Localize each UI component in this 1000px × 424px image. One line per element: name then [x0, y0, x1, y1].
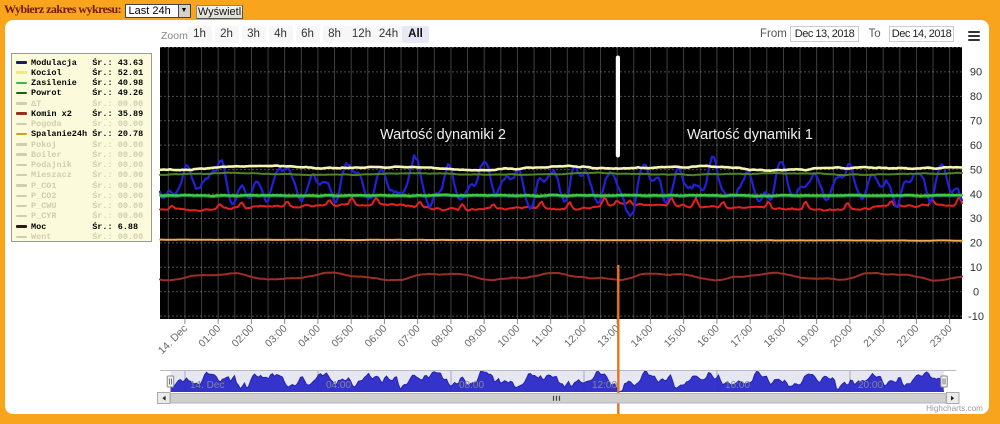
- svg-text:02:00: 02:00: [229, 323, 256, 350]
- svg-text:23:00: 23:00: [928, 323, 955, 350]
- svg-text:04:00: 04:00: [326, 380, 351, 391]
- svg-text:12:00: 12:00: [592, 380, 617, 391]
- svg-text:10:00: 10:00: [495, 323, 522, 350]
- svg-text:90: 90: [970, 67, 982, 79]
- svg-text:30: 30: [970, 213, 982, 225]
- svg-text:60: 60: [970, 140, 982, 152]
- svg-text:08:00: 08:00: [459, 380, 484, 391]
- svg-text:-10: -10: [968, 311, 984, 323]
- svg-text:03:00: 03:00: [263, 323, 290, 350]
- svg-text:50: 50: [970, 164, 982, 176]
- svg-text:40: 40: [970, 189, 982, 201]
- svg-text:04:00: 04:00: [296, 323, 323, 350]
- svg-text:18:00: 18:00: [761, 323, 788, 350]
- svg-text:06:00: 06:00: [362, 323, 389, 350]
- svg-text:0: 0: [973, 287, 979, 299]
- svg-text:Highcharts.com: Highcharts.com: [926, 404, 983, 413]
- svg-text:14:00: 14:00: [628, 323, 655, 350]
- svg-text:17:00: 17:00: [728, 323, 755, 350]
- svg-text:11:00: 11:00: [529, 323, 556, 350]
- svg-text:14. Dec: 14. Dec: [156, 323, 190, 357]
- svg-text:15:00: 15:00: [662, 323, 689, 350]
- svg-text:19:00: 19:00: [795, 323, 822, 350]
- svg-text:80: 80: [970, 91, 982, 103]
- svg-text:10: 10: [970, 262, 982, 274]
- svg-text:09:00: 09:00: [462, 323, 489, 350]
- svg-text:70: 70: [970, 116, 982, 128]
- svg-text:14. Dec: 14. Dec: [190, 380, 224, 391]
- svg-text:Wartość dynamiki 1: Wartość dynamiki 1: [687, 127, 813, 143]
- svg-text:16:00: 16:00: [695, 323, 722, 350]
- svg-text:08:00: 08:00: [429, 323, 456, 350]
- svg-text:Wartość dynamiki 2: Wartość dynamiki 2: [380, 127, 506, 143]
- svg-text:05:00: 05:00: [329, 323, 356, 350]
- svg-text:16:00: 16:00: [725, 380, 750, 391]
- svg-text:07:00: 07:00: [396, 323, 423, 350]
- svg-text:20:00: 20:00: [828, 323, 855, 350]
- svg-text:21:00: 21:00: [861, 323, 888, 350]
- svg-text:20: 20: [970, 238, 982, 250]
- svg-text:22:00: 22:00: [894, 323, 921, 350]
- svg-text:01:00: 01:00: [196, 323, 223, 350]
- svg-text:12:00: 12:00: [562, 323, 589, 350]
- svg-text:20:00: 20:00: [858, 380, 883, 391]
